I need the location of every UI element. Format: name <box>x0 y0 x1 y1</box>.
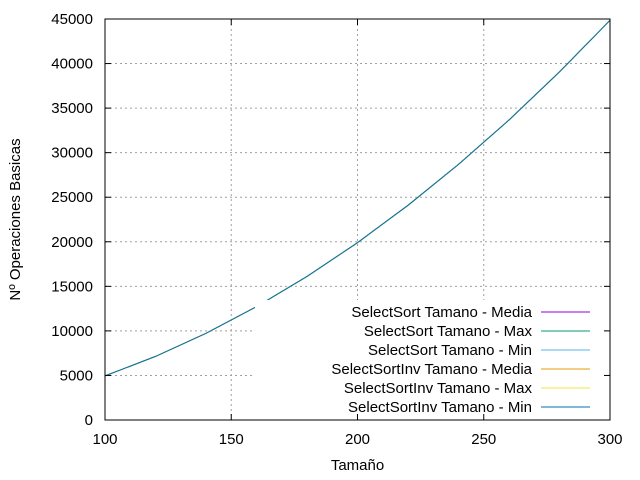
y-tick-label: 45000 <box>51 11 93 28</box>
series-lines <box>104 19 611 377</box>
series-line <box>104 19 611 377</box>
legend-label: SelectSort Tamano - Media <box>351 304 532 321</box>
legend-background <box>255 300 605 420</box>
axis-ticks: 100 150 200 250 300 0 5000 10000 15000 20000 25000… <box>51 11 622 448</box>
y-tick-label: 5000 <box>60 367 93 384</box>
legend: SelectSort Tamano - Media SelectSort Tama… <box>331 304 590 416</box>
x-tick-label: 100 <box>92 431 117 448</box>
x-axis-label: Tamaño <box>331 457 384 474</box>
y-tick-label: 35000 <box>51 100 93 117</box>
y-tick-label: 20000 <box>51 234 93 251</box>
x-tick-label: 300 <box>597 431 622 448</box>
y-tick-label: 25000 <box>51 189 93 206</box>
x-tick-label: 200 <box>345 431 370 448</box>
legend-box <box>255 300 605 420</box>
x-tick-label: 150 <box>219 431 244 448</box>
legend-label: SelectSortInv Tamano - Min <box>348 399 532 416</box>
legend-label: SelectSortInv Tamano - Max <box>344 380 533 397</box>
legend-label: SelectSortInv Tamano - Media <box>331 361 532 378</box>
y-tick-label: 40000 <box>51 56 93 73</box>
y-axis-label: Nº Operaciones Basicas <box>7 138 24 300</box>
y-tick-label: 30000 <box>51 145 93 162</box>
y-tick-label: 0 <box>85 412 93 429</box>
legend-label: SelectSort Tamano - Max <box>364 323 533 340</box>
legend-label: SelectSort Tamano - Min <box>368 342 532 359</box>
y-tick-label: 10000 <box>51 323 93 340</box>
x-tick-label: 250 <box>471 431 496 448</box>
y-tick-label: 15000 <box>51 278 93 295</box>
